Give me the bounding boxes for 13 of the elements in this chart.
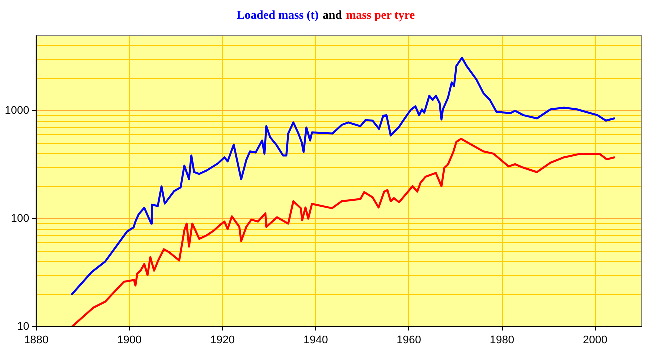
- x-tick-label: 2000: [583, 334, 608, 346]
- x-tick-label: 1900: [117, 334, 142, 346]
- x-tick-label: 1980: [490, 334, 515, 346]
- text: Loaded mass (t): [236, 8, 319, 22]
- x-tick-label: 1940: [304, 334, 328, 346]
- x-tick-label: 1920: [210, 334, 236, 346]
- x-tick-label: 1880: [24, 334, 49, 346]
- text: mass per tyre: [346, 8, 416, 22]
- text: and: [322, 8, 342, 22]
- y-tick-label: 10: [17, 320, 30, 333]
- y-tick-label: 100: [11, 212, 30, 225]
- x-tick-label: 1960: [396, 334, 422, 346]
- y-tick-label: 1000: [4, 105, 30, 118]
